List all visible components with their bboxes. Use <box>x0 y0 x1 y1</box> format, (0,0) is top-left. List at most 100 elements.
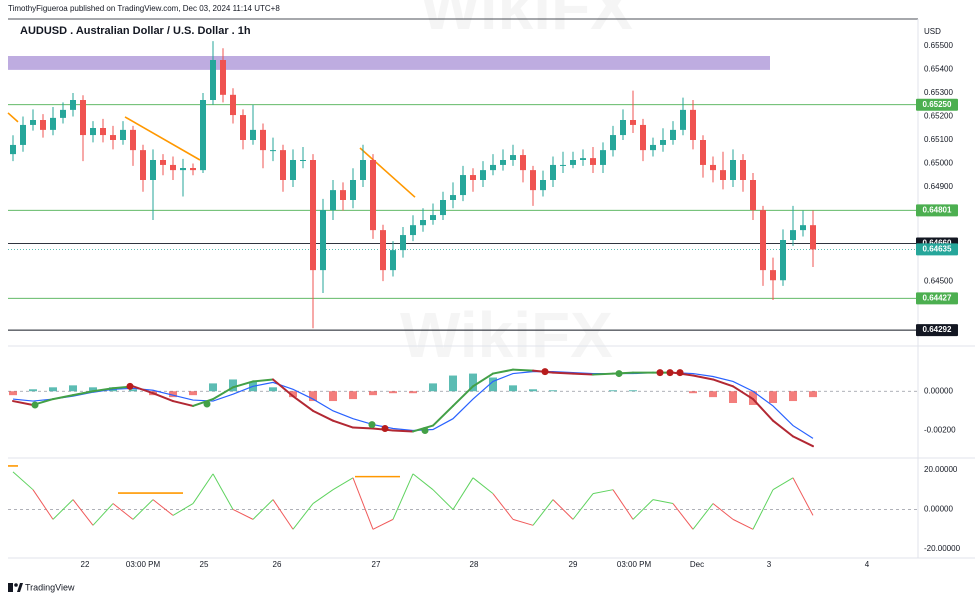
oscillator-line <box>352 477 374 530</box>
candle-body <box>460 175 466 196</box>
histogram-bar <box>29 389 37 392</box>
candle-body <box>330 190 336 211</box>
oscillator-line <box>112 503 134 520</box>
x-tick-label: 03:00 PM <box>617 560 652 569</box>
cross-marker <box>666 369 674 377</box>
candle-body <box>540 180 546 191</box>
candle-body <box>20 124 26 145</box>
histogram-bar <box>169 391 177 398</box>
macd-line <box>352 426 374 430</box>
candle-body <box>600 150 606 165</box>
macd-line <box>472 372 494 388</box>
level-badge <box>916 204 958 217</box>
logo-part <box>17 583 23 592</box>
candle-body <box>70 100 76 110</box>
oscillator-line <box>772 477 794 491</box>
macd-line <box>752 398 774 422</box>
macd-line <box>572 372 594 376</box>
y-tick-label: 0.65300 <box>924 88 953 97</box>
histogram-bar <box>349 391 357 400</box>
macd-line <box>732 385 754 401</box>
candle-body <box>210 60 216 100</box>
histogram-bar <box>369 391 377 396</box>
oscillator-line <box>432 489 454 510</box>
macd-line <box>592 372 614 376</box>
oscillator-line <box>612 489 634 520</box>
level-badge <box>916 324 958 337</box>
candle-body <box>230 94 236 116</box>
level-label: 0.64660 <box>923 239 952 248</box>
trend-line <box>359 147 416 198</box>
histogram-bar <box>409 391 417 394</box>
candle-body <box>100 128 106 136</box>
oscillator-line <box>552 499 574 520</box>
candle-body <box>240 115 246 140</box>
histogram-bar <box>489 377 497 392</box>
oscillator-line <box>192 473 214 504</box>
x-tick-label: 4 <box>865 560 870 569</box>
level-label: 0.64427 <box>923 293 952 302</box>
oscillator-line <box>732 518 754 530</box>
candle-body <box>800 225 806 231</box>
cross-marker <box>541 368 549 376</box>
candle-body <box>590 158 596 165</box>
candle-body <box>670 129 676 140</box>
oscillator-line <box>152 499 174 516</box>
histogram-bar <box>89 387 97 392</box>
histogram-bar <box>389 391 397 394</box>
y-tick-label: 0.65500 <box>924 41 953 50</box>
candle-body <box>220 60 226 95</box>
candle-body <box>40 120 46 130</box>
candle-body <box>160 160 166 165</box>
oscillator-line <box>492 493 514 520</box>
candle-body <box>550 164 556 180</box>
oscillator-line <box>632 499 654 520</box>
candle-body <box>280 150 286 180</box>
y-tick-label: 0.65200 <box>924 112 953 121</box>
macd-line <box>712 378 734 388</box>
macd-line <box>192 398 214 407</box>
level-label: 0.65250 <box>923 100 952 109</box>
candle-body <box>510 155 516 160</box>
macd-line <box>92 387 114 393</box>
candle-body <box>520 155 526 171</box>
y-tick-label: 0.00000 <box>924 505 953 514</box>
macd-line <box>52 394 74 401</box>
oscillator-line <box>52 499 74 520</box>
macd-line <box>452 385 474 407</box>
histogram-bar <box>549 390 557 392</box>
candle-body <box>130 129 136 151</box>
watermark: WikiFX <box>420 0 633 43</box>
x-tick-label: 25 <box>200 560 209 569</box>
candle-body <box>770 270 776 281</box>
candle-body <box>350 180 356 200</box>
cross-marker <box>421 426 429 434</box>
histogram-bar <box>49 387 57 392</box>
candle-body <box>290 160 296 180</box>
histogram-bar <box>469 373 477 392</box>
oscillator-line <box>712 503 734 520</box>
histogram-bar <box>229 379 237 392</box>
oscillator-line <box>92 503 114 526</box>
candle-body <box>810 225 816 250</box>
macd-line <box>792 435 814 448</box>
candle-body <box>440 200 446 216</box>
histogram-bar <box>709 391 717 398</box>
signal-line <box>12 371 814 439</box>
candle-body <box>700 140 706 165</box>
watermark: WikiFX <box>400 299 613 371</box>
oscillator-line <box>272 499 294 530</box>
candle-body <box>80 100 86 136</box>
candle-body <box>380 230 386 271</box>
macd-line <box>12 400 34 406</box>
candle-body <box>760 210 766 271</box>
candle-body <box>370 160 376 231</box>
macd-line <box>392 429 414 433</box>
y-tick-label: 0.64500 <box>924 276 953 285</box>
chart-title: AUDUSD . Australian Dollar / U.S. Dollar… <box>20 25 251 37</box>
macd-line <box>252 378 274 383</box>
candle-body <box>730 160 736 180</box>
macd-line <box>172 400 194 407</box>
candle-body <box>490 164 496 171</box>
candle-body <box>620 120 626 136</box>
